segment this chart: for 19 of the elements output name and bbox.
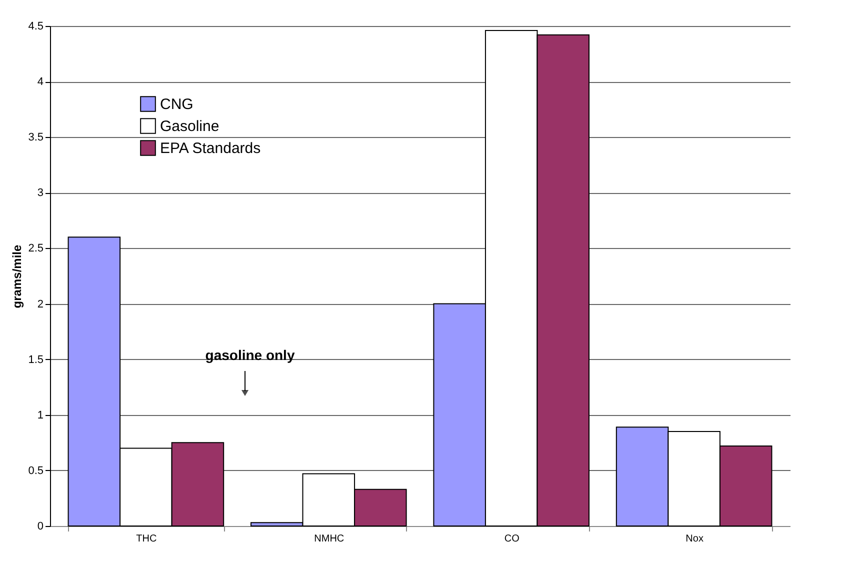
y-tick-label: 2.5 — [28, 242, 44, 255]
legend-label: EPA Standards — [160, 140, 261, 157]
annotation: gasoline only — [205, 347, 295, 363]
x-tick-label: THC — [136, 534, 157, 544]
x-tick-label: Nox — [686, 534, 704, 544]
y-tick-label: 3 — [37, 187, 44, 200]
y-tick-label: 0 — [37, 520, 44, 532]
y-tick-label: 1 — [37, 409, 44, 422]
legend-label: CNG — [160, 96, 194, 113]
y-tick-label: 1.5 — [28, 354, 44, 366]
x-tick-label: NMHC — [314, 534, 344, 544]
legend-label: Gasoline — [160, 118, 220, 135]
y-tick-label: 0.5 — [28, 464, 44, 477]
y-tick-label: 3.5 — [28, 132, 44, 144]
x-tick-label: CO — [504, 534, 520, 544]
y-tick-label: 4 — [37, 76, 44, 88]
y-tick-label: 2 — [37, 298, 44, 310]
y-axis-title: grams/mile — [10, 244, 24, 308]
y-tick-label: 4.5 — [28, 20, 44, 32]
